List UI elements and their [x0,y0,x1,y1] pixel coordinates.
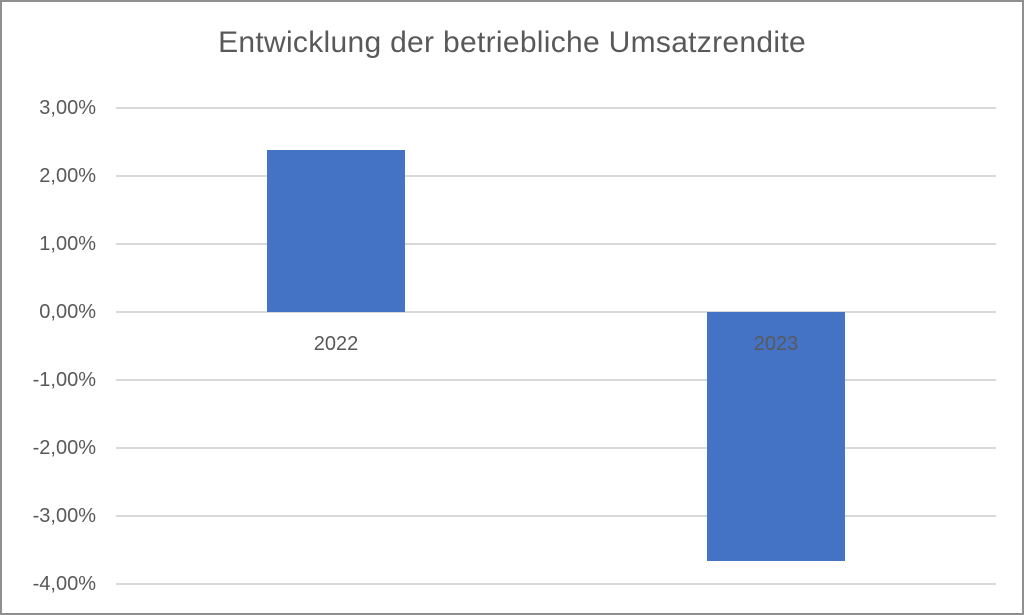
gridline [116,447,996,449]
gridline [116,583,996,585]
category-label-2022: 2022 [313,333,359,355]
chart-title: Entwicklung der betriebliche Umsatzrendi… [218,26,806,59]
y-axis-tick-label: -2,00% [32,437,96,459]
y-axis-tick-label: -3,00% [32,505,96,527]
y-axis-tick-label: -1,00% [32,369,96,391]
y-axis-tick-label: 0,00% [39,301,96,323]
gridline [116,311,996,313]
bar-2022 [267,150,405,312]
y-axis-tick-label: 1,00% [39,233,96,255]
gridline [116,107,996,109]
y-axis-tick-label: 3,00% [39,97,96,119]
category-label-2023: 2023 [753,333,799,355]
gridline [116,379,996,381]
y-axis-tick-label: -4,00% [32,573,96,595]
y-axis-tick-label: 2,00% [39,165,96,187]
gridline [116,175,996,177]
bar-2023 [707,312,845,561]
gridline [116,243,996,245]
gridline [116,515,996,517]
